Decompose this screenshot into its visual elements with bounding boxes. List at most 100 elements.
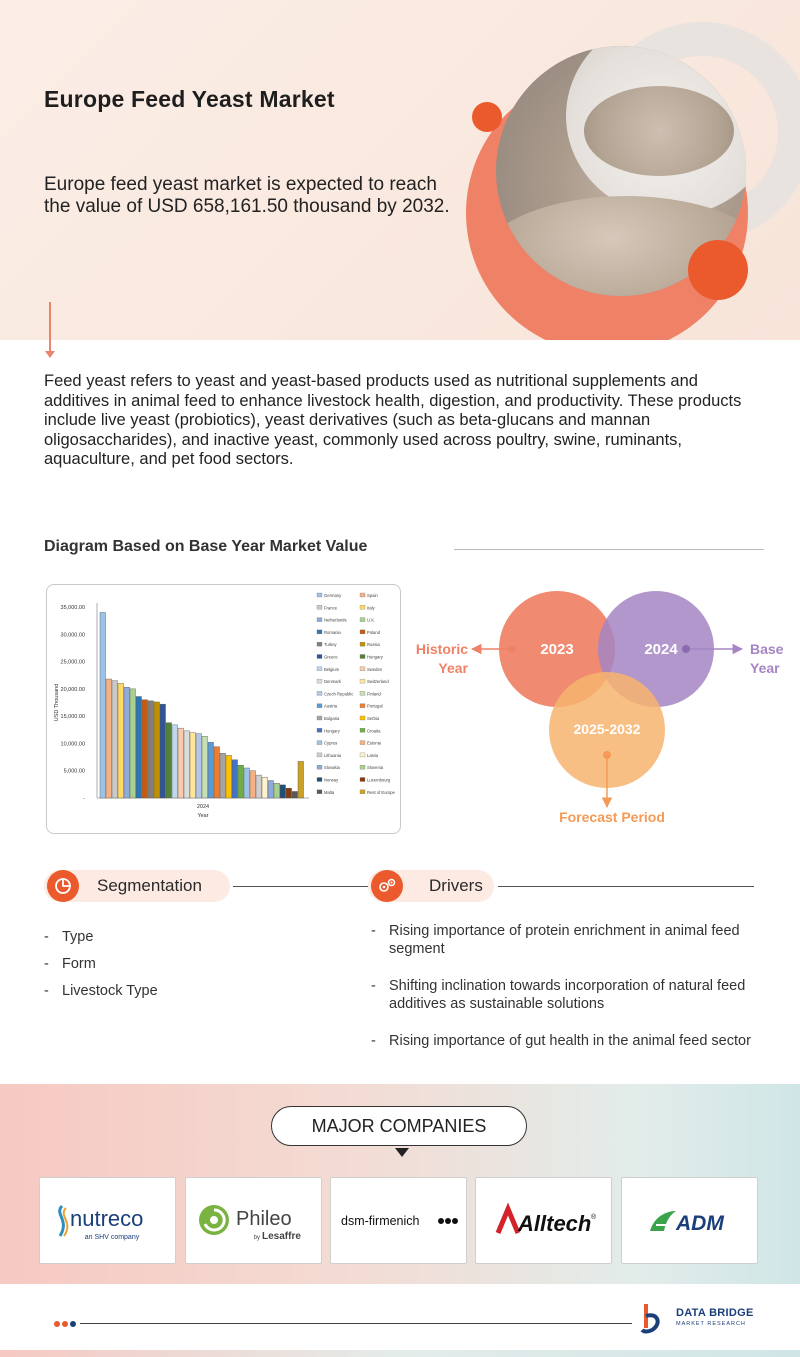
segmentation-header: Segmentation xyxy=(44,870,230,902)
bar-italy xyxy=(117,683,124,799)
circle-base-label: 2024 xyxy=(644,641,678,658)
historic-year-label-2: Year xyxy=(438,660,468,676)
legend-swatch xyxy=(359,654,366,659)
bar-rest-of-europe xyxy=(297,761,304,799)
legend-label: Italy xyxy=(367,605,376,610)
legend-swatch xyxy=(316,777,323,782)
decorative-dot xyxy=(688,240,748,300)
list-item: Type xyxy=(44,924,158,951)
legend-label: Hungary xyxy=(324,728,341,733)
major-companies-section: MAJOR COMPANIES nutreco an SHV company P… xyxy=(0,1084,800,1284)
legend-swatch xyxy=(359,678,366,684)
drivers-list: Rising importance of protein enrichment … xyxy=(371,922,771,1050)
legend-swatch xyxy=(359,605,366,610)
logo-adm: ADM xyxy=(621,1177,758,1264)
bar-slovenia xyxy=(273,783,280,799)
legend-swatch xyxy=(316,715,323,721)
nutreco-logo: nutreco an SHV company xyxy=(57,1204,143,1241)
down-arrow-icon xyxy=(45,302,55,358)
historic-year-label: Historic xyxy=(416,641,468,657)
nutreco-wordmark: nutreco xyxy=(70,1206,143,1231)
legend-swatch xyxy=(359,728,366,733)
bar-slovakia xyxy=(267,780,274,799)
base-dot xyxy=(682,645,690,653)
legend-label: Denmark xyxy=(324,679,342,684)
logo-dsm-firmenich: dsm-firmenich xyxy=(330,1177,467,1264)
legend-swatch xyxy=(316,666,323,671)
segmentation-title: Segmentation xyxy=(97,876,202,895)
bar-romania xyxy=(135,696,142,799)
bar-sweden xyxy=(177,727,184,799)
list-item: Shifting inclination towards incorporati… xyxy=(371,977,771,1013)
legend-swatch xyxy=(316,728,323,733)
legend-label: Netherlands xyxy=(324,618,347,623)
phileo-by: by xyxy=(253,1235,259,1241)
phileo-tagline: Lesaffre xyxy=(262,1231,301,1242)
y-tick-label: 25,000.00 xyxy=(61,660,85,666)
y-axis-label: USD Thousand xyxy=(54,684,60,722)
major-companies-title: MAJOR COMPANIES xyxy=(271,1106,527,1146)
legend-swatch xyxy=(316,691,323,696)
divider xyxy=(498,886,754,887)
bar-netherlands xyxy=(123,687,130,799)
legend-label: Portugal xyxy=(367,704,383,709)
legend-swatch xyxy=(359,752,366,758)
brand-tagline: MARKET RESEARCH xyxy=(676,1321,746,1327)
legend-label: Spain xyxy=(367,593,378,598)
hero-banner: Europe Feed Yeast Market Europe feed yea… xyxy=(0,0,800,340)
x-axis-label: Year xyxy=(197,813,208,819)
brand-name: DATA BRIDGE xyxy=(676,1307,754,1319)
legend-swatch xyxy=(359,703,366,708)
page-title: Europe Feed Yeast Market xyxy=(44,86,335,112)
legend-swatch xyxy=(359,789,366,794)
forecast-circle xyxy=(549,672,665,788)
legend-swatch xyxy=(316,703,323,708)
bar-poland xyxy=(141,699,148,799)
legend-swatch xyxy=(359,765,366,770)
bar-estonia xyxy=(249,770,256,799)
y-tick-label: 15,000.00 xyxy=(61,714,85,720)
logo-phileo: Phileo by Lesaffre xyxy=(185,1177,322,1264)
dsm-wordmark: dsm-firmenich xyxy=(341,1214,420,1228)
legend-swatch xyxy=(359,592,366,598)
drivers-header: Drivers xyxy=(368,870,494,902)
bar-serbia xyxy=(225,755,232,799)
adm-wordmark: ADM xyxy=(675,1212,724,1235)
legend-label: Greece xyxy=(324,655,338,660)
circle-forecast-label: 2025-2032 xyxy=(574,721,641,737)
diagram-section-title: Diagram Based on Base Year Market Value xyxy=(44,538,368,555)
legend-label: Bulgaria xyxy=(324,716,340,721)
legend-swatch xyxy=(359,629,366,635)
legend-label: Lithuania xyxy=(324,753,342,758)
bar-hungary xyxy=(165,722,172,799)
y-tick-label: - xyxy=(83,796,85,802)
forecast-dot xyxy=(603,751,611,759)
bar-u-k- xyxy=(129,688,136,799)
data-bridge-icon xyxy=(640,1304,660,1334)
pie-chart-icon xyxy=(47,870,79,902)
legend-swatch xyxy=(316,678,323,684)
drivers-title: Drivers xyxy=(429,876,483,895)
legend-swatch xyxy=(359,777,366,782)
bar-chart: - 5,000.00 10,000.00 15,000.00 20,000.00 25,0… xyxy=(54,592,396,819)
legend-label: Rest of Europe xyxy=(367,790,396,795)
bar-lithuania xyxy=(255,774,262,799)
legend-label: Slovakia xyxy=(324,765,340,770)
bar-latvia xyxy=(261,777,268,799)
legend-label: Luxembourg xyxy=(367,778,391,783)
legend-swatch xyxy=(359,691,366,696)
base-year-label-2: Year xyxy=(750,660,780,676)
footer-divider xyxy=(80,1323,632,1324)
legend-label: Slovenia xyxy=(367,765,384,770)
legend-swatch xyxy=(316,765,323,770)
segmentation-list: Type Form Livestock Type xyxy=(44,924,158,1005)
legend-label: Serbia xyxy=(367,716,380,721)
bar-malta xyxy=(291,791,298,799)
dots-icon xyxy=(54,1321,76,1327)
legend-swatch xyxy=(359,715,366,721)
base-year-label: Base xyxy=(750,641,784,657)
market-value-chart: - 5,000.00 10,000.00 15,000.00 20,000.00 25,0… xyxy=(46,584,401,834)
legend-swatch xyxy=(316,642,323,647)
divider xyxy=(233,886,370,887)
y-tick-label: 20,000.00 xyxy=(61,687,85,693)
